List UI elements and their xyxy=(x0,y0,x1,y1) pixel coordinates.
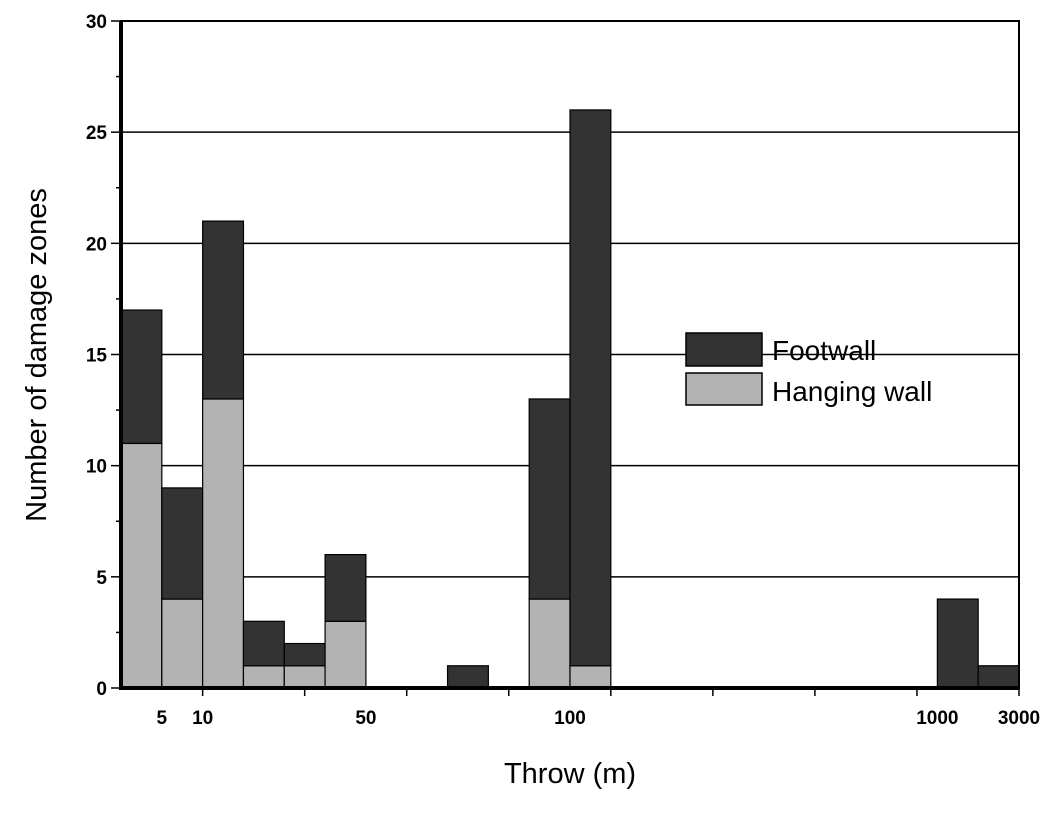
bar-footwall xyxy=(569,109,612,667)
bar-hanging-wall xyxy=(283,665,326,689)
bar-footwall xyxy=(161,487,204,600)
legend-swatch-footwall xyxy=(685,332,763,367)
x-axis-label: Throw (m) xyxy=(504,758,636,790)
y-tick-label: 30 xyxy=(86,12,107,33)
x-tick-label: 100 xyxy=(554,708,586,729)
y-axis-label: Number of damage zones xyxy=(21,188,53,522)
bar-hanging-wall xyxy=(569,665,612,689)
bar-hanging-wall xyxy=(324,620,367,689)
x-tick-label: 10 xyxy=(192,708,213,729)
bar-footwall xyxy=(120,309,163,445)
y-tick-label: 5 xyxy=(96,568,107,589)
legend-swatch-hanging-wall xyxy=(685,372,763,406)
x-tick-label: 50 xyxy=(355,708,376,729)
bar-footwall xyxy=(936,598,979,689)
y-tick-label: 10 xyxy=(86,457,107,478)
y-tick-label: 15 xyxy=(86,346,108,367)
bar-footwall xyxy=(283,642,326,667)
y-tick-label: 0 xyxy=(96,679,107,700)
x-tick-label: 1000 xyxy=(916,708,958,729)
bar-footwall xyxy=(977,665,1020,689)
legend-label-footwall: Footwall xyxy=(772,335,876,366)
bar-hanging-wall xyxy=(528,598,571,689)
bar-hanging-wall xyxy=(202,398,245,689)
bar-footwall xyxy=(528,398,571,600)
legend-label-hanging-wall: Hanging wall xyxy=(772,376,932,407)
bar-footwall xyxy=(242,620,285,667)
y-tick-label: 20 xyxy=(86,234,107,255)
bar-footwall xyxy=(202,220,245,400)
x-tick-label: 5 xyxy=(157,708,168,729)
y-tick-label: 25 xyxy=(86,123,108,144)
bar-hanging-wall xyxy=(242,665,285,689)
x-tick-label: 3000 xyxy=(998,708,1040,729)
bar-hanging-wall xyxy=(120,442,163,689)
bar-footwall xyxy=(324,553,367,622)
legend: Footwall Hanging wall xyxy=(685,332,932,407)
bar-hanging-wall xyxy=(161,598,204,689)
bar-footwall xyxy=(446,665,489,689)
